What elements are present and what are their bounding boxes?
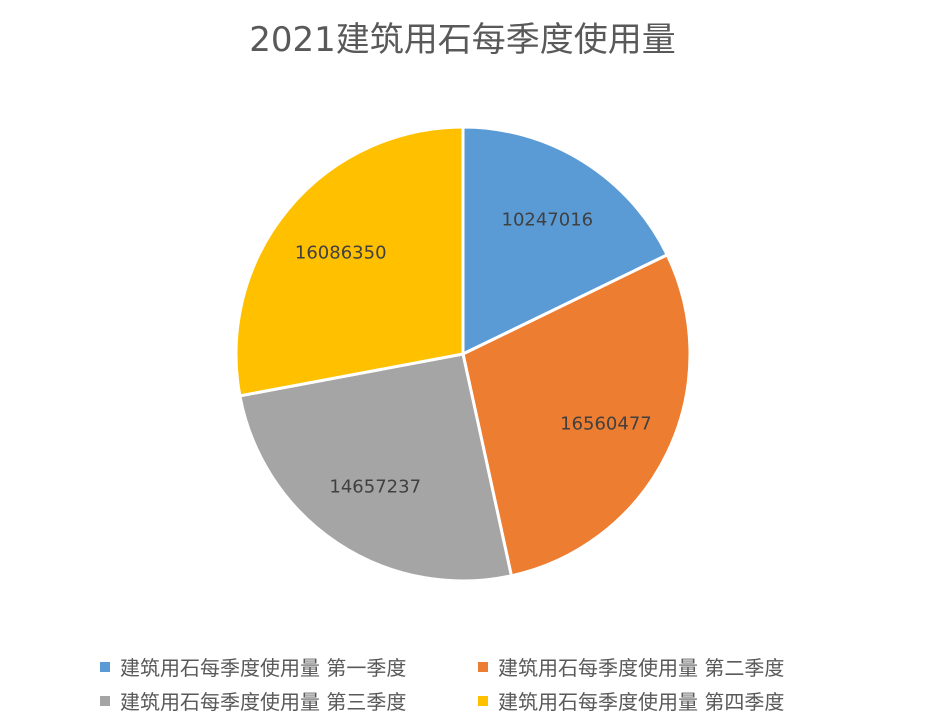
legend-label-q1: 建筑用石每季度使用量 第一季度 — [120, 656, 407, 680]
pie-slice-q2 — [461, 252, 692, 578]
chart-title: 2021建筑用石每季度使用量 — [249, 20, 676, 60]
legend-swatch-q2 — [478, 661, 488, 672]
legend-item-q1: 建筑用石每季度使用量 第一季度 — [100, 652, 406, 681]
legend-label-q2: 建筑用石每季度使用量 第二季度 — [498, 656, 785, 680]
legend-item-q2: 建筑用石每季度使用量 第二季度 — [478, 652, 784, 681]
data-label-q1: 10247016 — [502, 209, 594, 230]
data-label-q2: 16560477 — [560, 413, 652, 434]
pie-slice-q4 — [234, 125, 465, 398]
legend-item-q4: 建筑用石每季度使用量 第四季度 — [478, 686, 784, 715]
legend-label-q4: 建筑用石每季度使用量 第四季度 — [498, 690, 785, 714]
data-label-q4: 16086350 — [295, 243, 387, 264]
pie-slice-q1 — [461, 125, 670, 357]
legend-item-q3: 建筑用石每季度使用量 第三季度 — [100, 686, 406, 715]
pie-chart: 10247016 16560477 14657237 16086350 — [234, 125, 692, 583]
data-label-q3: 14657237 — [329, 476, 421, 497]
legend-swatch-q3 — [100, 695, 110, 706]
pie-slice-q3 — [238, 352, 514, 583]
legend-label-q3: 建筑用石每季度使用量 第三季度 — [120, 690, 407, 714]
legend-swatch-q4 — [478, 695, 488, 706]
legend-swatch-q1 — [100, 661, 110, 672]
